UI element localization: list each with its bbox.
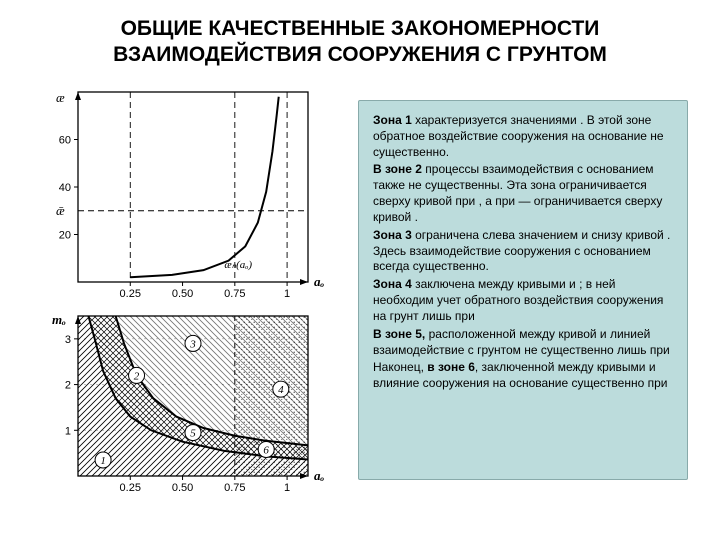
svg-text:0.25: 0.25 xyxy=(120,482,141,494)
svg-text:1: 1 xyxy=(284,482,290,494)
zone3-text: Зона 3 ограничена слева значением и сниз… xyxy=(373,228,673,275)
zone5-text: В зоне 5, расположенной между кривой и л… xyxy=(373,327,673,359)
figure-container: æₙ(aₒ) 20 40 60 0.25 0.50 0.75 1 æ ǣ aₒ 1 2 3 0.25 0.… xyxy=(38,86,338,506)
svg-text:aₒ: aₒ xyxy=(314,468,325,483)
zone1-text: Зона 1 характеризуется значениями . В эт… xyxy=(373,113,673,160)
zone6-text: Наконец, в зоне 6, заключенной между кри… xyxy=(373,360,673,392)
svg-text:mₒ: mₒ xyxy=(52,312,66,327)
svg-text:æ: æ xyxy=(56,90,65,105)
description-box: Зона 1 характеризуется значениями . В эт… xyxy=(358,100,688,480)
svg-text:40: 40 xyxy=(59,182,71,194)
svg-text:0.75: 0.75 xyxy=(224,482,245,494)
svg-text:2: 2 xyxy=(65,380,71,392)
svg-text:3: 3 xyxy=(189,338,196,350)
svg-text:6: 6 xyxy=(263,444,269,456)
zone2-text: В зоне 2 процессы взаимодействия с основ… xyxy=(373,162,673,225)
svg-text:1: 1 xyxy=(65,425,71,437)
svg-text:5: 5 xyxy=(190,428,196,440)
svg-text:3: 3 xyxy=(65,334,71,346)
svg-text:0.50: 0.50 xyxy=(172,482,193,494)
svg-text:1: 1 xyxy=(284,288,290,300)
svg-text:0.50: 0.50 xyxy=(172,288,193,300)
svg-text:0.25: 0.25 xyxy=(120,288,141,300)
svg-text:2: 2 xyxy=(134,370,140,382)
svg-text:æₙ(aₒ): æₙ(aₒ) xyxy=(224,259,252,271)
svg-text:0.75: 0.75 xyxy=(224,288,245,300)
slide: ОБЩИЕ КАЧЕСТВЕННЫЕ ЗАКОНОМЕРНОСТИ ВЗАИМО… xyxy=(0,0,720,540)
svg-text:1: 1 xyxy=(100,455,106,467)
svg-text:60: 60 xyxy=(59,135,71,147)
zone4-text: Зона 4 заключена между кривыми и ; в ней… xyxy=(373,277,673,324)
chart-svg: æₙ(aₒ) 20 40 60 0.25 0.50 0.75 1 æ ǣ aₒ 1 2 3 0.25 0.… xyxy=(38,86,338,506)
svg-text:20: 20 xyxy=(59,230,71,242)
svg-text:aₒ: aₒ xyxy=(314,274,325,289)
slide-title: ОБЩИЕ КАЧЕСТВЕННЫЕ ЗАКОНОМЕРНОСТИ ВЗАИМО… xyxy=(0,16,720,69)
svg-text:ǣ: ǣ xyxy=(56,203,65,218)
svg-text:4: 4 xyxy=(278,384,284,396)
